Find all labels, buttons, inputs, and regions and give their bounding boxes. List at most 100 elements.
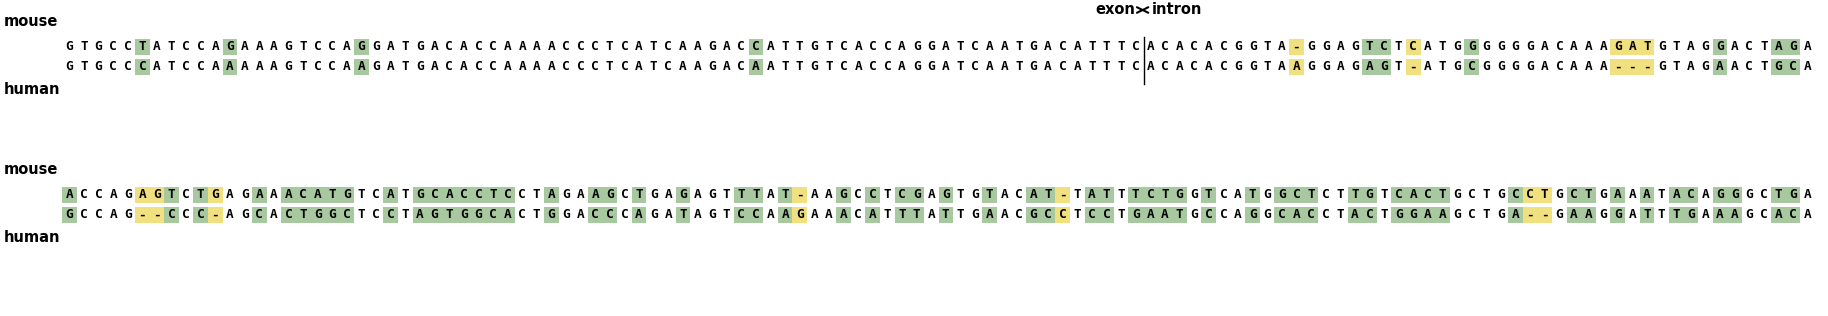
Text: T: T — [1073, 189, 1080, 202]
Bar — [1391, 207, 1406, 223]
Text: C: C — [1219, 189, 1227, 202]
Bar — [311, 187, 325, 203]
Text: G: G — [1351, 60, 1358, 74]
Text: A: A — [941, 40, 949, 53]
Text: A: A — [227, 189, 234, 202]
Text: C: C — [1058, 40, 1066, 53]
Bar — [1669, 207, 1684, 223]
Text: A: A — [1629, 40, 1636, 53]
Text: A: A — [781, 209, 790, 222]
Text: A: A — [1600, 40, 1607, 53]
Text: A: A — [1424, 60, 1431, 74]
Text: A: A — [868, 209, 877, 222]
Bar — [982, 207, 996, 223]
Text: G: G — [1029, 60, 1036, 74]
Text: G: G — [431, 209, 439, 222]
Text: A: A — [664, 189, 673, 202]
Text: A: A — [271, 189, 278, 202]
Text: A: A — [1234, 189, 1241, 202]
Text: G: G — [1526, 40, 1534, 53]
Text: C: C — [1219, 40, 1227, 53]
Text: A: A — [1570, 60, 1578, 74]
Bar — [486, 187, 501, 203]
Bar — [1640, 59, 1654, 75]
Bar — [1055, 207, 1069, 223]
Text: A: A — [1000, 209, 1007, 222]
Bar — [1581, 207, 1596, 223]
Text: human: human — [4, 230, 60, 246]
Bar — [865, 207, 879, 223]
Text: C: C — [197, 40, 205, 53]
Text: T: T — [168, 189, 175, 202]
Text: C: C — [285, 209, 292, 222]
Text: G: G — [1731, 189, 1738, 202]
Text: T: T — [168, 40, 175, 53]
Bar — [938, 207, 952, 223]
Text: A: A — [505, 209, 512, 222]
Text: A: A — [898, 40, 907, 53]
Text: T: T — [1044, 189, 1051, 202]
Text: C: C — [737, 60, 746, 74]
Text: A: A — [1585, 209, 1592, 222]
Text: A: A — [1073, 60, 1080, 74]
Text: G: G — [548, 209, 556, 222]
Bar — [792, 207, 806, 223]
Bar — [165, 187, 179, 203]
Text: C: C — [1292, 189, 1300, 202]
Text: T: T — [534, 209, 541, 222]
Bar — [1684, 187, 1698, 203]
Text: C: C — [1512, 189, 1519, 202]
Text: C: C — [1307, 209, 1314, 222]
Text: G: G — [1658, 60, 1665, 74]
Text: A: A — [212, 40, 219, 53]
Text: A: A — [241, 40, 249, 53]
Text: T: T — [956, 40, 963, 53]
Text: T: T — [795, 60, 804, 74]
Text: T: T — [1395, 60, 1402, 74]
Text: C: C — [578, 40, 585, 53]
Text: T: T — [1175, 209, 1183, 222]
Text: A: A — [1146, 209, 1153, 222]
Text: A: A — [1175, 60, 1183, 74]
Text: T: T — [1249, 189, 1256, 202]
Text: G: G — [678, 189, 687, 202]
Text: C: C — [1015, 189, 1022, 202]
Bar — [472, 207, 486, 223]
Text: C: C — [1790, 209, 1797, 222]
Bar — [1142, 207, 1157, 223]
Text: A: A — [854, 60, 863, 74]
Text: A: A — [1000, 60, 1007, 74]
Text: A: A — [388, 60, 395, 74]
Text: G: G — [1190, 189, 1197, 202]
Text: A: A — [1029, 189, 1036, 202]
Text: G: G — [95, 60, 102, 74]
Text: T: T — [1351, 189, 1358, 202]
Text: C: C — [971, 60, 978, 74]
Text: G: G — [1249, 60, 1256, 74]
Text: A: A — [505, 60, 512, 74]
Text: A: A — [505, 40, 512, 53]
Text: A: A — [1775, 209, 1782, 222]
Text: G: G — [1790, 40, 1797, 53]
Bar — [777, 207, 792, 223]
Text: A: A — [1804, 209, 1812, 222]
Bar — [413, 187, 428, 203]
Bar — [589, 187, 603, 203]
Text: C: C — [505, 189, 512, 202]
Text: T: T — [1483, 189, 1490, 202]
Text: A: A — [985, 209, 993, 222]
Text: A: A — [548, 189, 556, 202]
Bar — [442, 187, 457, 203]
Text: A: A — [227, 209, 234, 222]
Text: T: T — [1102, 60, 1110, 74]
Bar — [1523, 187, 1537, 203]
Bar — [1084, 207, 1099, 223]
Text: C: C — [971, 40, 978, 53]
Text: G: G — [1775, 60, 1782, 74]
Bar — [1347, 187, 1362, 203]
Text: C: C — [839, 60, 848, 74]
Text: T: T — [1658, 189, 1665, 202]
Text: G: G — [1600, 189, 1607, 202]
Text: G: G — [1307, 60, 1314, 74]
Text: G: G — [241, 209, 249, 222]
